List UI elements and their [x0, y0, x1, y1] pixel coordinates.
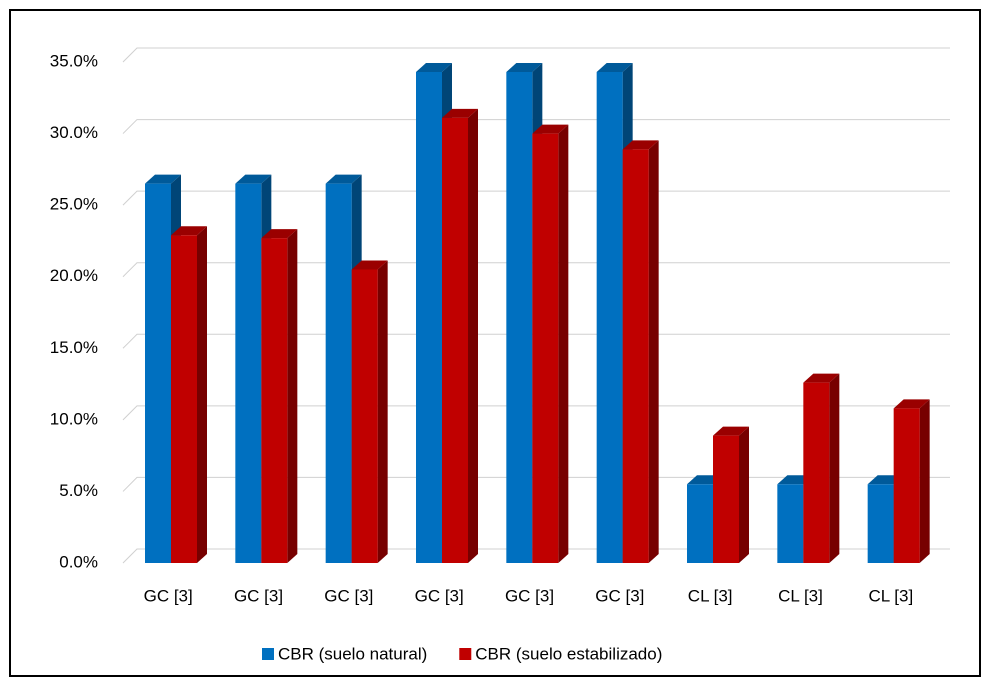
x-tick-label: CL [3]	[688, 586, 733, 605]
bar	[803, 373, 840, 563]
bar-front	[171, 235, 197, 563]
x-tick-label: CL [3]	[778, 586, 823, 605]
bar-front	[532, 133, 559, 564]
grid-line	[122, 47, 950, 63]
bar-front	[261, 238, 288, 563]
bar-top	[261, 229, 298, 239]
grid-line	[122, 405, 950, 421]
bar	[261, 229, 298, 563]
y-tick-label: 15.0%	[50, 338, 98, 357]
bar-front	[145, 183, 171, 563]
bar-top	[713, 426, 749, 436]
bar-front	[506, 72, 533, 564]
grid-line	[122, 476, 950, 492]
bar-top	[893, 399, 930, 409]
bar	[351, 260, 388, 563]
bar-front	[416, 72, 442, 564]
bar-top	[171, 226, 207, 236]
y-tick-label: 20.0%	[50, 266, 98, 285]
bar-top	[416, 63, 452, 73]
bar-front	[351, 269, 378, 563]
bar-front	[777, 484, 804, 563]
bar	[171, 226, 207, 563]
bar-front	[687, 484, 713, 563]
bar-front	[596, 72, 623, 564]
y-tick-label: 10.0%	[50, 409, 98, 428]
legend-label: CBR (suelo estabilizado)	[475, 644, 662, 663]
bar-top	[532, 124, 569, 134]
grid-line	[122, 333, 950, 349]
y-tick-label: 30.0%	[50, 123, 98, 142]
bar-side	[377, 260, 388, 563]
bar-top	[506, 63, 543, 73]
legend-swatch	[459, 648, 472, 660]
bar-front	[442, 117, 468, 563]
bar-top	[803, 373, 840, 383]
grid-line	[122, 548, 950, 564]
bar-front	[622, 149, 649, 563]
bar-front	[803, 382, 830, 563]
bar-top	[622, 140, 659, 150]
bar-top	[596, 63, 633, 73]
bar	[442, 108, 478, 563]
bar-top	[442, 108, 478, 118]
y-tick-label: 25.0%	[50, 195, 98, 214]
x-tick-label: GC [3]	[144, 586, 193, 605]
y-tick-label: 5.0%	[59, 481, 98, 500]
legend-swatch	[262, 648, 274, 660]
bar-side	[648, 140, 659, 563]
x-tick-label: CL [3]	[868, 586, 913, 605]
bar-front	[235, 183, 262, 563]
grid-line	[122, 262, 950, 278]
x-tick-label: GC [3]	[234, 586, 283, 605]
x-tick-label: GC [3]	[505, 586, 554, 605]
x-tick-label: GC [3]	[415, 586, 464, 605]
bar	[622, 140, 659, 563]
bar-front	[893, 408, 920, 563]
bar-top	[235, 174, 272, 184]
bar	[532, 124, 569, 564]
bar-top	[145, 174, 181, 184]
y-tick-label: 35.0%	[50, 51, 98, 70]
bar-side	[558, 124, 569, 564]
bar-side	[829, 373, 840, 563]
bar-side	[919, 399, 930, 563]
y-tick-label: 0.0%	[59, 552, 98, 571]
grid-line	[122, 119, 950, 134]
bar	[713, 426, 749, 563]
grid-line	[122, 190, 950, 206]
bar-side	[468, 108, 478, 563]
bar-side	[197, 226, 207, 563]
bar-front	[713, 435, 739, 563]
x-tick-label: GC [3]	[595, 586, 644, 605]
legend-label: CBR (suelo natural)	[278, 644, 427, 663]
bar-front	[325, 183, 352, 563]
bar-side	[739, 426, 749, 563]
x-tick-label: GC [3]	[324, 586, 373, 605]
bar-top	[325, 174, 362, 184]
bar	[893, 399, 930, 563]
bar-side	[287, 229, 298, 563]
bar-top	[351, 260, 388, 270]
bar-front	[867, 484, 894, 563]
